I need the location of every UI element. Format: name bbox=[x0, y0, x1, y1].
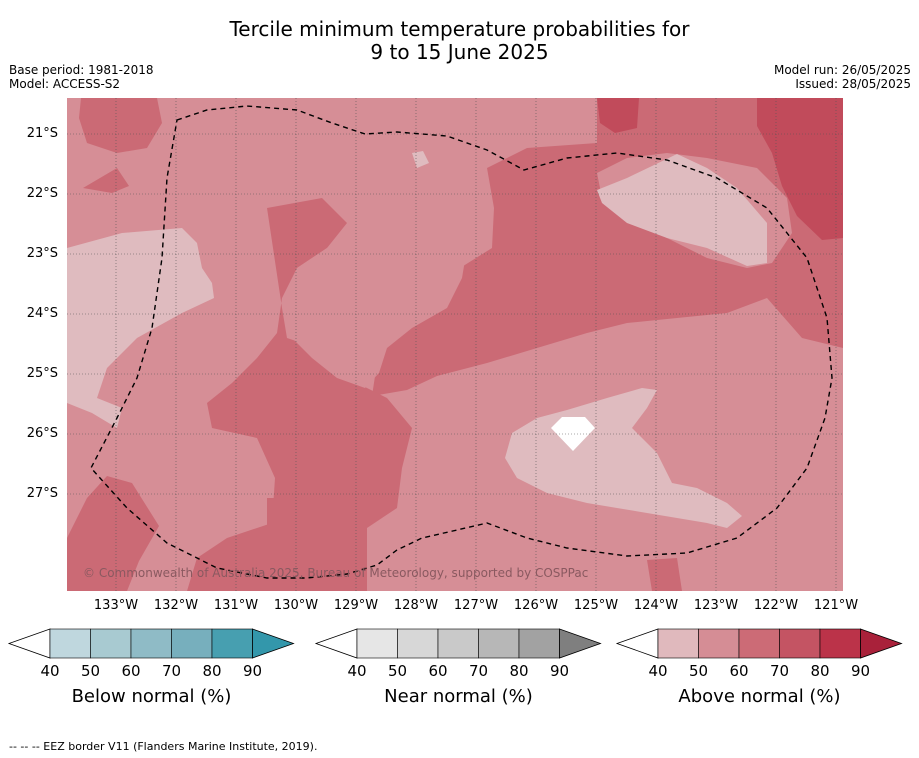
model-name: Model: ACCESS-S2 bbox=[9, 77, 121, 91]
colorbar-title-above: Above normal (%) bbox=[678, 686, 841, 707]
colorbar-near-tick-label: 80 bbox=[509, 662, 528, 680]
title-line-2: 9 to 15 June 2025 bbox=[370, 40, 549, 64]
region-above-60-70-northwest bbox=[79, 98, 162, 153]
colorbar-below-tick-label: 80 bbox=[202, 662, 221, 680]
region-above-70-80-north bbox=[597, 98, 639, 133]
colorbar-below-segment bbox=[211, 628, 253, 659]
colorbar-below-segment bbox=[90, 628, 132, 659]
lat-label-27s: 27°S bbox=[26, 486, 58, 501]
region-above-60-70-south bbox=[647, 558, 682, 591]
colorbar-near-tick-label: 70 bbox=[469, 662, 488, 680]
colorbar-near-segment bbox=[437, 628, 479, 659]
colorbar-near-segment bbox=[478, 628, 520, 659]
model-run: Model run: 26/05/2025 bbox=[773, 63, 911, 77]
colorbar-title-below: Below normal (%) bbox=[71, 686, 232, 707]
colorbar-below-tick-label: 40 bbox=[40, 662, 59, 680]
colorbar-above-tick-label: 40 bbox=[648, 662, 667, 680]
colorbar-legends: 40 50 60 70 80 90 40 50 60 70 80 90 40 50 60 70 80 90 bbox=[7, 628, 903, 680]
lon-label-129w: 129°W bbox=[333, 598, 379, 613]
colorbar-near-segment bbox=[356, 628, 398, 659]
meta-left: Base period: 1981-2018 Model: ACCESS-S2 bbox=[9, 63, 154, 91]
colorbar-below-tick-label: 60 bbox=[121, 662, 140, 680]
lon-label-128w: 128°W bbox=[393, 598, 439, 613]
footer-note: -- -- -- EEZ border V11 (Flanders Marine… bbox=[9, 740, 318, 753]
colorbar-below-high-extend bbox=[252, 628, 295, 659]
lon-label-131w: 131°W bbox=[213, 598, 259, 613]
colorbar-title-near: Near normal (%) bbox=[384, 686, 533, 707]
lon-label-132w: 132°W bbox=[153, 598, 199, 613]
colorbar-above-tick-label: 70 bbox=[770, 662, 789, 680]
issued-date: Issued: 28/05/2025 bbox=[795, 77, 911, 91]
colorbar-below-tick-label: 90 bbox=[243, 662, 262, 680]
colorbar-below-segment bbox=[49, 628, 91, 659]
colorbar-above-segment bbox=[657, 628, 699, 659]
lon-label-127w: 127°W bbox=[453, 598, 499, 613]
colorbar-above-tick-label: 50 bbox=[689, 662, 708, 680]
colorbar-below-low-extend bbox=[7, 628, 51, 659]
lat-label-23s: 23°S bbox=[26, 246, 58, 261]
region-above-60-70-small-nw bbox=[83, 168, 129, 193]
lat-label-25s: 25°S bbox=[26, 366, 58, 381]
chart-title: Tercile minimum temperature probabilitie… bbox=[0, 18, 919, 64]
colorbar-near-tick-label: 90 bbox=[550, 662, 569, 680]
colorbar-above-segment bbox=[698, 628, 740, 659]
colorbar-below-segment bbox=[130, 628, 172, 659]
grid-lines bbox=[67, 98, 843, 591]
colorbar-near-high-extend bbox=[559, 628, 602, 659]
region-above-70-80-northeast bbox=[757, 98, 843, 240]
colorbar-near-tick-label: 60 bbox=[428, 662, 447, 680]
lat-label-21s: 21°S bbox=[26, 126, 58, 141]
region-above-60-70-southwest bbox=[67, 476, 159, 591]
colorbar-below-tick-label: 70 bbox=[162, 662, 181, 680]
colorbar-above-tick-label: 60 bbox=[729, 662, 748, 680]
colorbar-below-segment bbox=[171, 628, 213, 659]
region-above-60-70-center-strip bbox=[267, 498, 367, 591]
colorbar-near-tick-label: 50 bbox=[388, 662, 407, 680]
colorbar-above-low-extend bbox=[615, 628, 659, 659]
lat-label-26s: 26°S bbox=[26, 426, 58, 441]
region-above-40-50-west bbox=[67, 228, 214, 428]
title-line-1: Tercile minimum temperature probabilitie… bbox=[229, 17, 690, 41]
lon-label-123w: 123°W bbox=[693, 598, 739, 613]
white-missing-diamond bbox=[551, 417, 595, 451]
lat-label-22s: 22°S bbox=[26, 186, 58, 201]
colorbar-near-segment bbox=[397, 628, 439, 659]
meta-right: Model run: 26/05/2025 Issued: 28/05/2025 bbox=[774, 63, 911, 91]
colorbar-above-tick-label: 80 bbox=[810, 662, 829, 680]
lon-label-125w: 125°W bbox=[573, 598, 619, 613]
colorbar-above-segment bbox=[819, 628, 861, 659]
colorbar-above-high-extend bbox=[860, 628, 903, 659]
colorbar-above-tick-label: 90 bbox=[851, 662, 870, 680]
copyright-text: © Commonwealth of Australia 2025, Bureau… bbox=[83, 566, 588, 580]
lon-label-124w: 124°W bbox=[633, 598, 679, 613]
lon-label-122w: 122°W bbox=[753, 598, 799, 613]
probability-map: © Commonwealth of Australia 2025, Bureau… bbox=[67, 98, 843, 591]
colorbar-above-segment bbox=[738, 628, 780, 659]
lon-label-121w: 121°W bbox=[813, 598, 859, 613]
colorbar-above-segment bbox=[779, 628, 821, 659]
colorbar-near-low-extend bbox=[314, 628, 358, 659]
lat-label-24s: 24°S bbox=[26, 306, 58, 321]
lon-label-126w: 126°W bbox=[513, 598, 559, 613]
region-above-60-70-central bbox=[187, 198, 412, 591]
eez-border bbox=[90, 105, 833, 579]
region-above-50-60-west-corridor bbox=[282, 208, 467, 388]
lon-label-133w: 133°W bbox=[93, 598, 139, 613]
base-period: Base period: 1981-2018 bbox=[9, 63, 154, 77]
colorbar-below-tick-label: 50 bbox=[81, 662, 100, 680]
lon-label-130w: 130°W bbox=[273, 598, 319, 613]
colorbar-near-segment bbox=[518, 628, 560, 659]
colorbar-near-tick-label: 40 bbox=[347, 662, 366, 680]
